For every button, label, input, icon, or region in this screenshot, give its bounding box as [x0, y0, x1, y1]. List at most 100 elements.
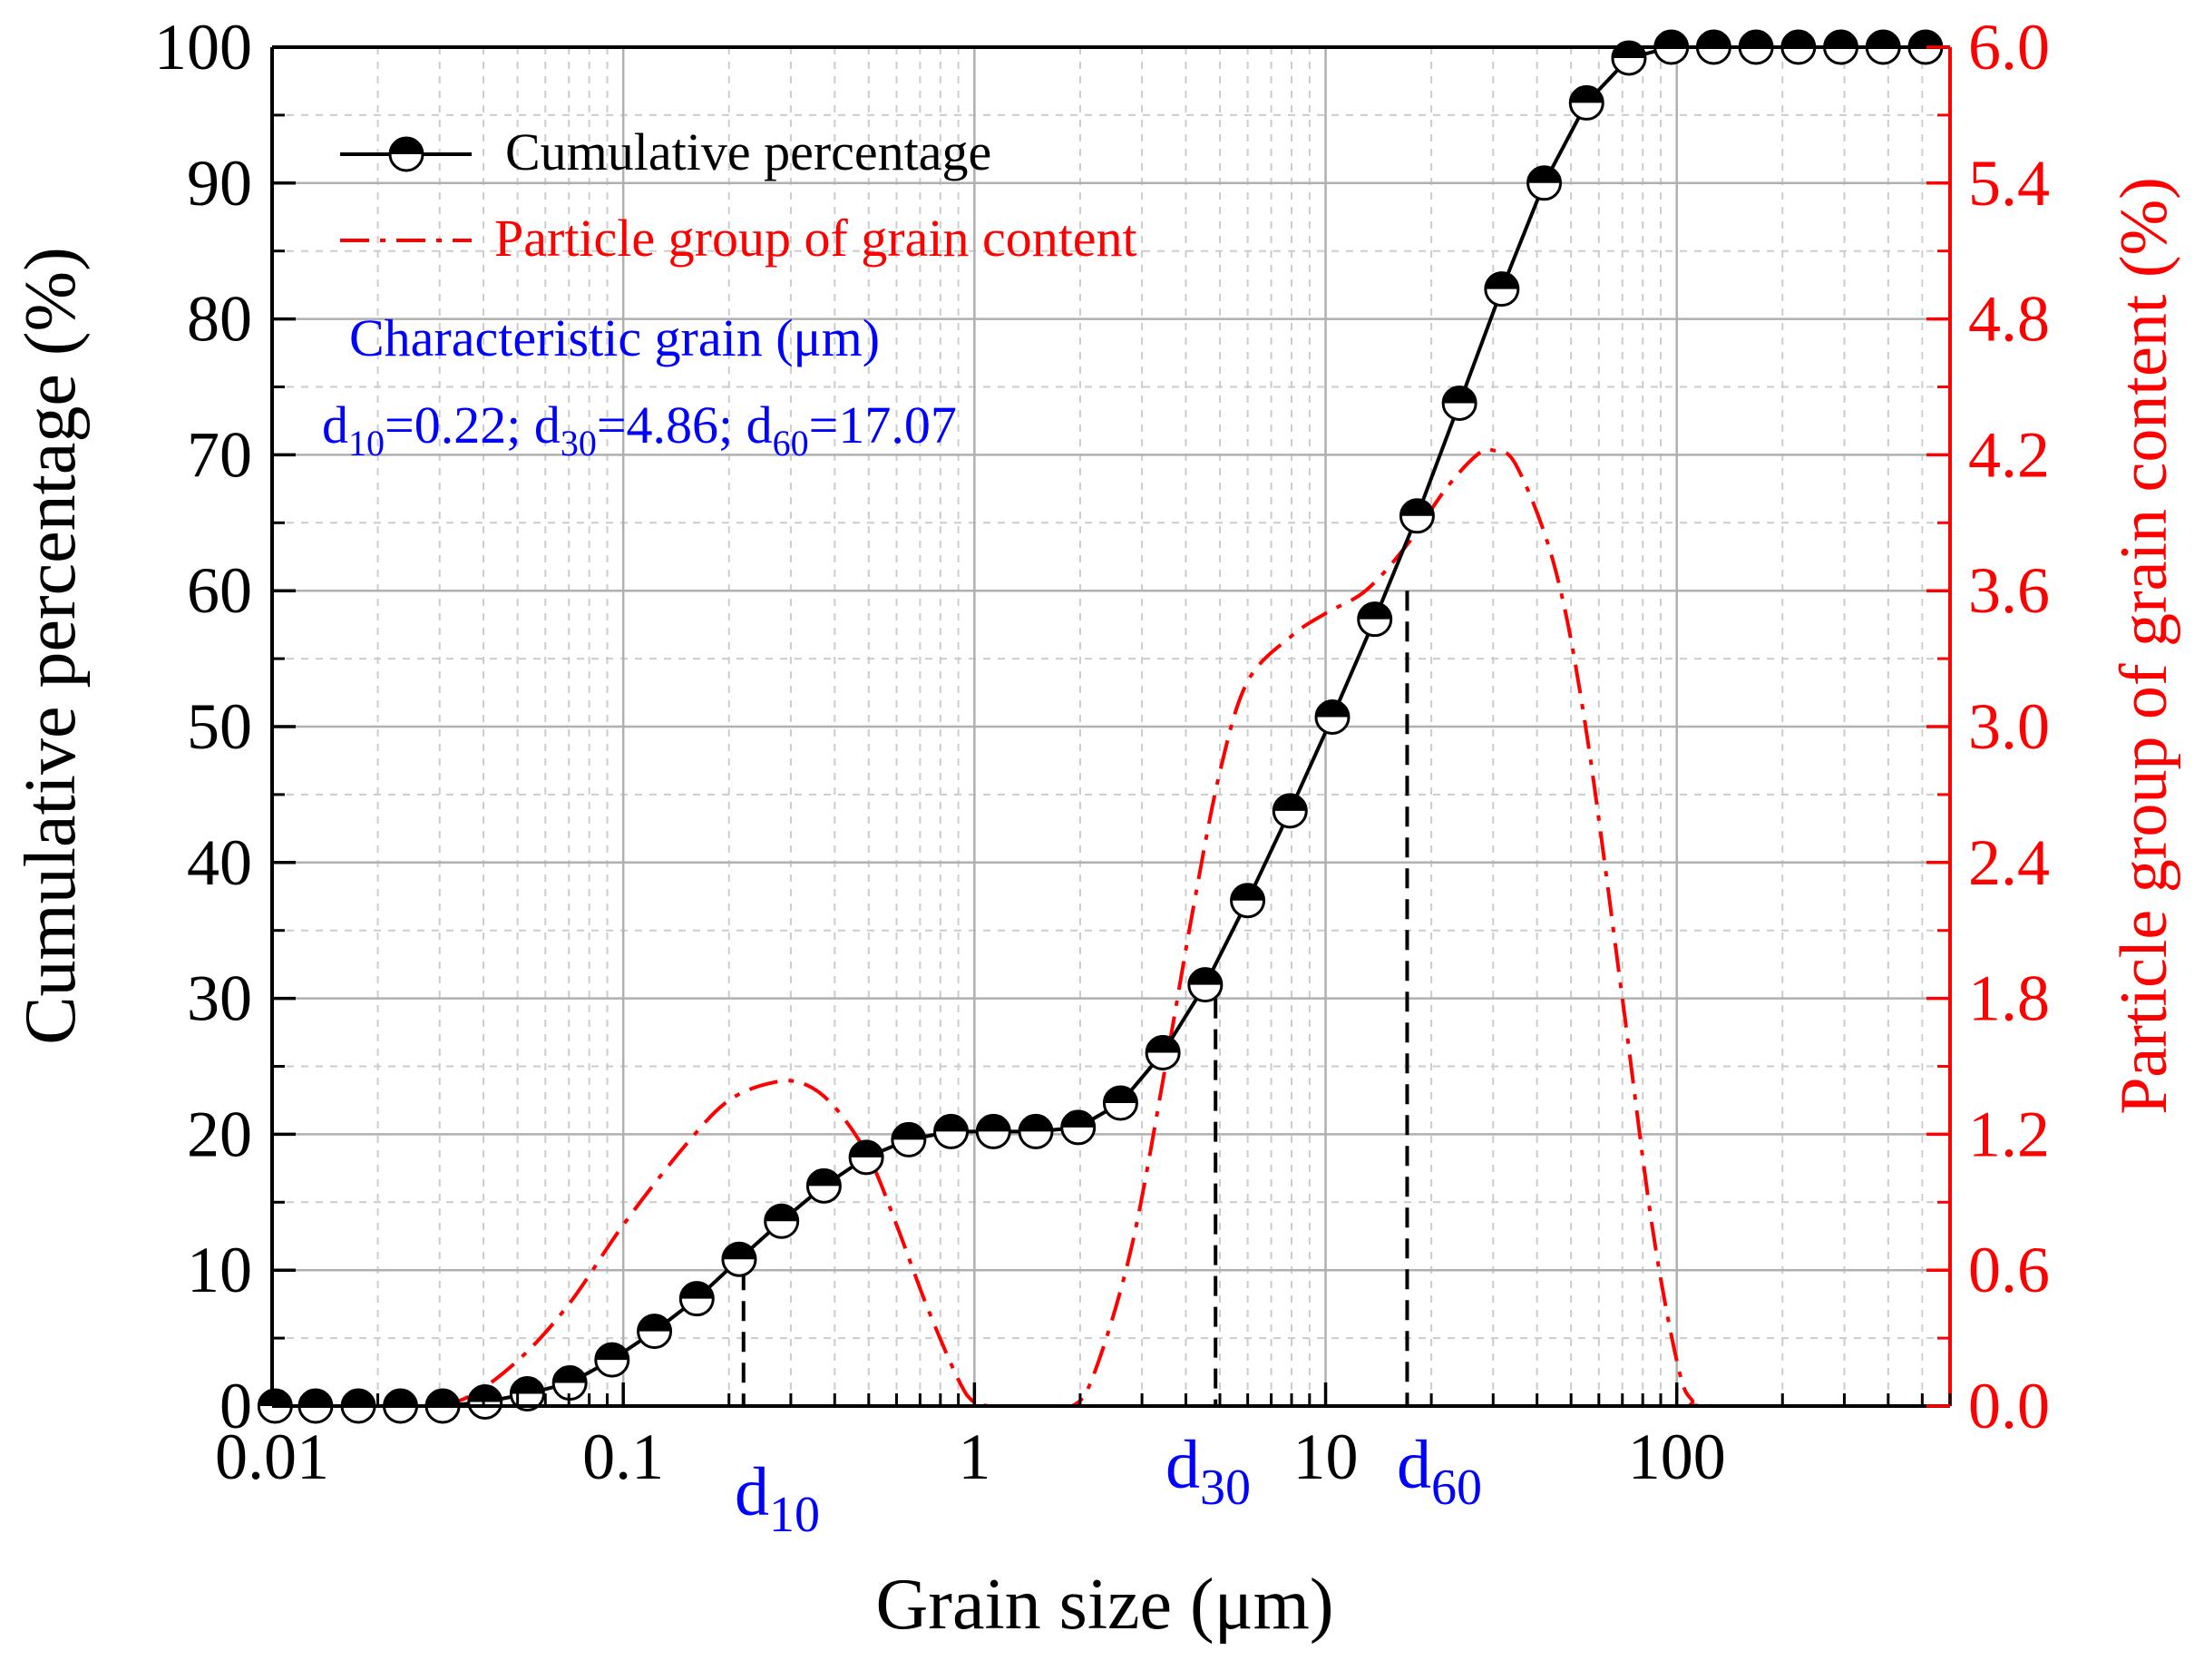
marker-top-half	[1654, 31, 1688, 47]
marker-top-half	[1740, 31, 1773, 47]
grain-content-line	[272, 447, 1950, 1409]
cumulative-line	[275, 45, 1926, 1408]
data-point	[1018, 1113, 1054, 1149]
grain-content-series	[272, 447, 1950, 1409]
y-right-tick-label: 5.4	[1968, 147, 2050, 220]
marker-top-half	[638, 1314, 671, 1332]
y-left-tick-label: 10	[187, 1234, 252, 1306]
y-left-tick-label: 40	[187, 826, 252, 899]
y-axis-right-label: Particle group of grain content (%)	[2107, 177, 2181, 1115]
marker-top-half	[384, 1390, 417, 1406]
characteristic-drop-lines	[741, 591, 1409, 1406]
marker-top-half	[1400, 499, 1434, 516]
marker-top-half	[765, 1205, 798, 1222]
tick-labels: 0.01 0.1 1 10 100 0 10 20 30 40 50 60 70 80 90 100 0.0 0.…	[154, 11, 2050, 1493]
data-point	[933, 1113, 970, 1149]
marker-top-half	[1188, 968, 1222, 985]
marker-top-half	[1527, 166, 1561, 183]
marker-top-half	[1061, 1110, 1095, 1128]
y-left-tick-label: 60	[187, 554, 252, 627]
marker-top-half	[934, 1115, 968, 1132]
y-right-tick-label: 0.0	[1968, 1370, 2050, 1442]
marker-label-d10: d10	[735, 1454, 820, 1543]
marker-label-d30: d30	[1165, 1427, 1251, 1516]
data-point	[1102, 1085, 1138, 1121]
marker-top-half	[1273, 794, 1307, 811]
marker-top-half	[1867, 31, 1900, 47]
legend-marker-cumulative	[388, 136, 424, 172]
data-point	[509, 1376, 545, 1412]
marker-top-half	[258, 1390, 292, 1406]
y-left-tick-label: 80	[187, 283, 252, 356]
y-left-tick-label: 20	[187, 1098, 252, 1170]
marker-top-half	[1908, 31, 1942, 47]
data-point	[975, 1113, 1011, 1149]
x-tick-label: 1	[958, 1421, 990, 1493]
data-point	[1230, 883, 1266, 919]
y-right-tick-label: 1.2	[1968, 1098, 2050, 1170]
marker-top-half	[1104, 1086, 1137, 1103]
y-right-tick-label: 1.8	[1968, 962, 2050, 1035]
y-right-tick-label: 6.0	[1968, 11, 2050, 83]
marker-top-half	[553, 1366, 587, 1383]
data-point	[1526, 165, 1563, 201]
x-axis-label: Grain size (μm)	[876, 1565, 1334, 1645]
marker-top-half	[722, 1243, 756, 1260]
data-point	[1441, 385, 1477, 421]
data-point	[637, 1314, 673, 1350]
data-point	[1484, 271, 1520, 308]
y-right-tick-label: 0.6	[1968, 1234, 2050, 1306]
marker-top-half	[595, 1343, 629, 1361]
x-tick-label: 10	[1293, 1421, 1359, 1493]
x-tick-label: 100	[1628, 1421, 1726, 1493]
marker-top-half	[511, 1377, 544, 1394]
data-point	[1568, 84, 1604, 121]
marker-top-half	[342, 1390, 375, 1406]
marker-top-half	[1824, 31, 1858, 47]
legend: Cumulative percentage Particle group of …	[340, 122, 1137, 268]
marker-top-half	[1146, 1036, 1180, 1053]
marker-top-half	[298, 1390, 332, 1406]
characteristic-grain-title: Characteristic grain (μm)	[349, 308, 880, 367]
data-point	[1145, 1035, 1181, 1071]
y-left-tick-label: 0	[219, 1370, 252, 1442]
marker-top-half	[1485, 272, 1518, 289]
data-point	[551, 1365, 588, 1402]
characteristic-grain-values: d10=0.22; d30=4.86; d60=17.07	[322, 396, 957, 464]
data-point	[1187, 967, 1224, 1003]
data-point	[1314, 699, 1351, 736]
y-left-tick-label: 70	[187, 418, 252, 491]
data-point	[805, 1167, 842, 1204]
data-point	[721, 1241, 757, 1277]
y-right-tick-label: 4.2	[1968, 418, 2050, 491]
data-point	[1272, 793, 1308, 829]
marker-label-d60: d60	[1397, 1427, 1482, 1516]
y-left-tick-label: 90	[187, 147, 252, 220]
marker-top-half	[1231, 884, 1264, 901]
marker-top-half	[1443, 386, 1477, 404]
data-point	[594, 1342, 630, 1378]
y-right-tick-label: 2.4	[1968, 826, 2050, 899]
marker-top-half	[680, 1282, 714, 1299]
data-point	[678, 1281, 715, 1317]
marker-top-half	[1315, 700, 1349, 718]
marker-top-half	[1570, 86, 1604, 103]
marker-top-half	[468, 1385, 502, 1402]
y-left-tick-label: 100	[154, 11, 252, 83]
data-point	[467, 1384, 503, 1421]
marker-top-half	[1781, 31, 1815, 47]
y-right-tick-label: 4.8	[1968, 283, 2050, 356]
y-axis-left-label: Cumulative percentage (%)	[11, 247, 91, 1045]
marker-top-half	[1019, 1115, 1052, 1132]
legend-label-cumulative: Cumulative percentage	[505, 122, 991, 181]
cumulative-series	[257, 29, 1944, 1424]
data-point	[848, 1139, 884, 1176]
x-tick-label: 0.01	[215, 1421, 329, 1493]
minor-grid	[272, 47, 1951, 1406]
legend-point	[388, 136, 424, 172]
data-point	[764, 1203, 800, 1239]
data-point	[1399, 498, 1435, 534]
marker-top-half	[807, 1169, 841, 1187]
marker-top-half	[390, 138, 423, 154]
marker-top-half	[1697, 31, 1731, 47]
